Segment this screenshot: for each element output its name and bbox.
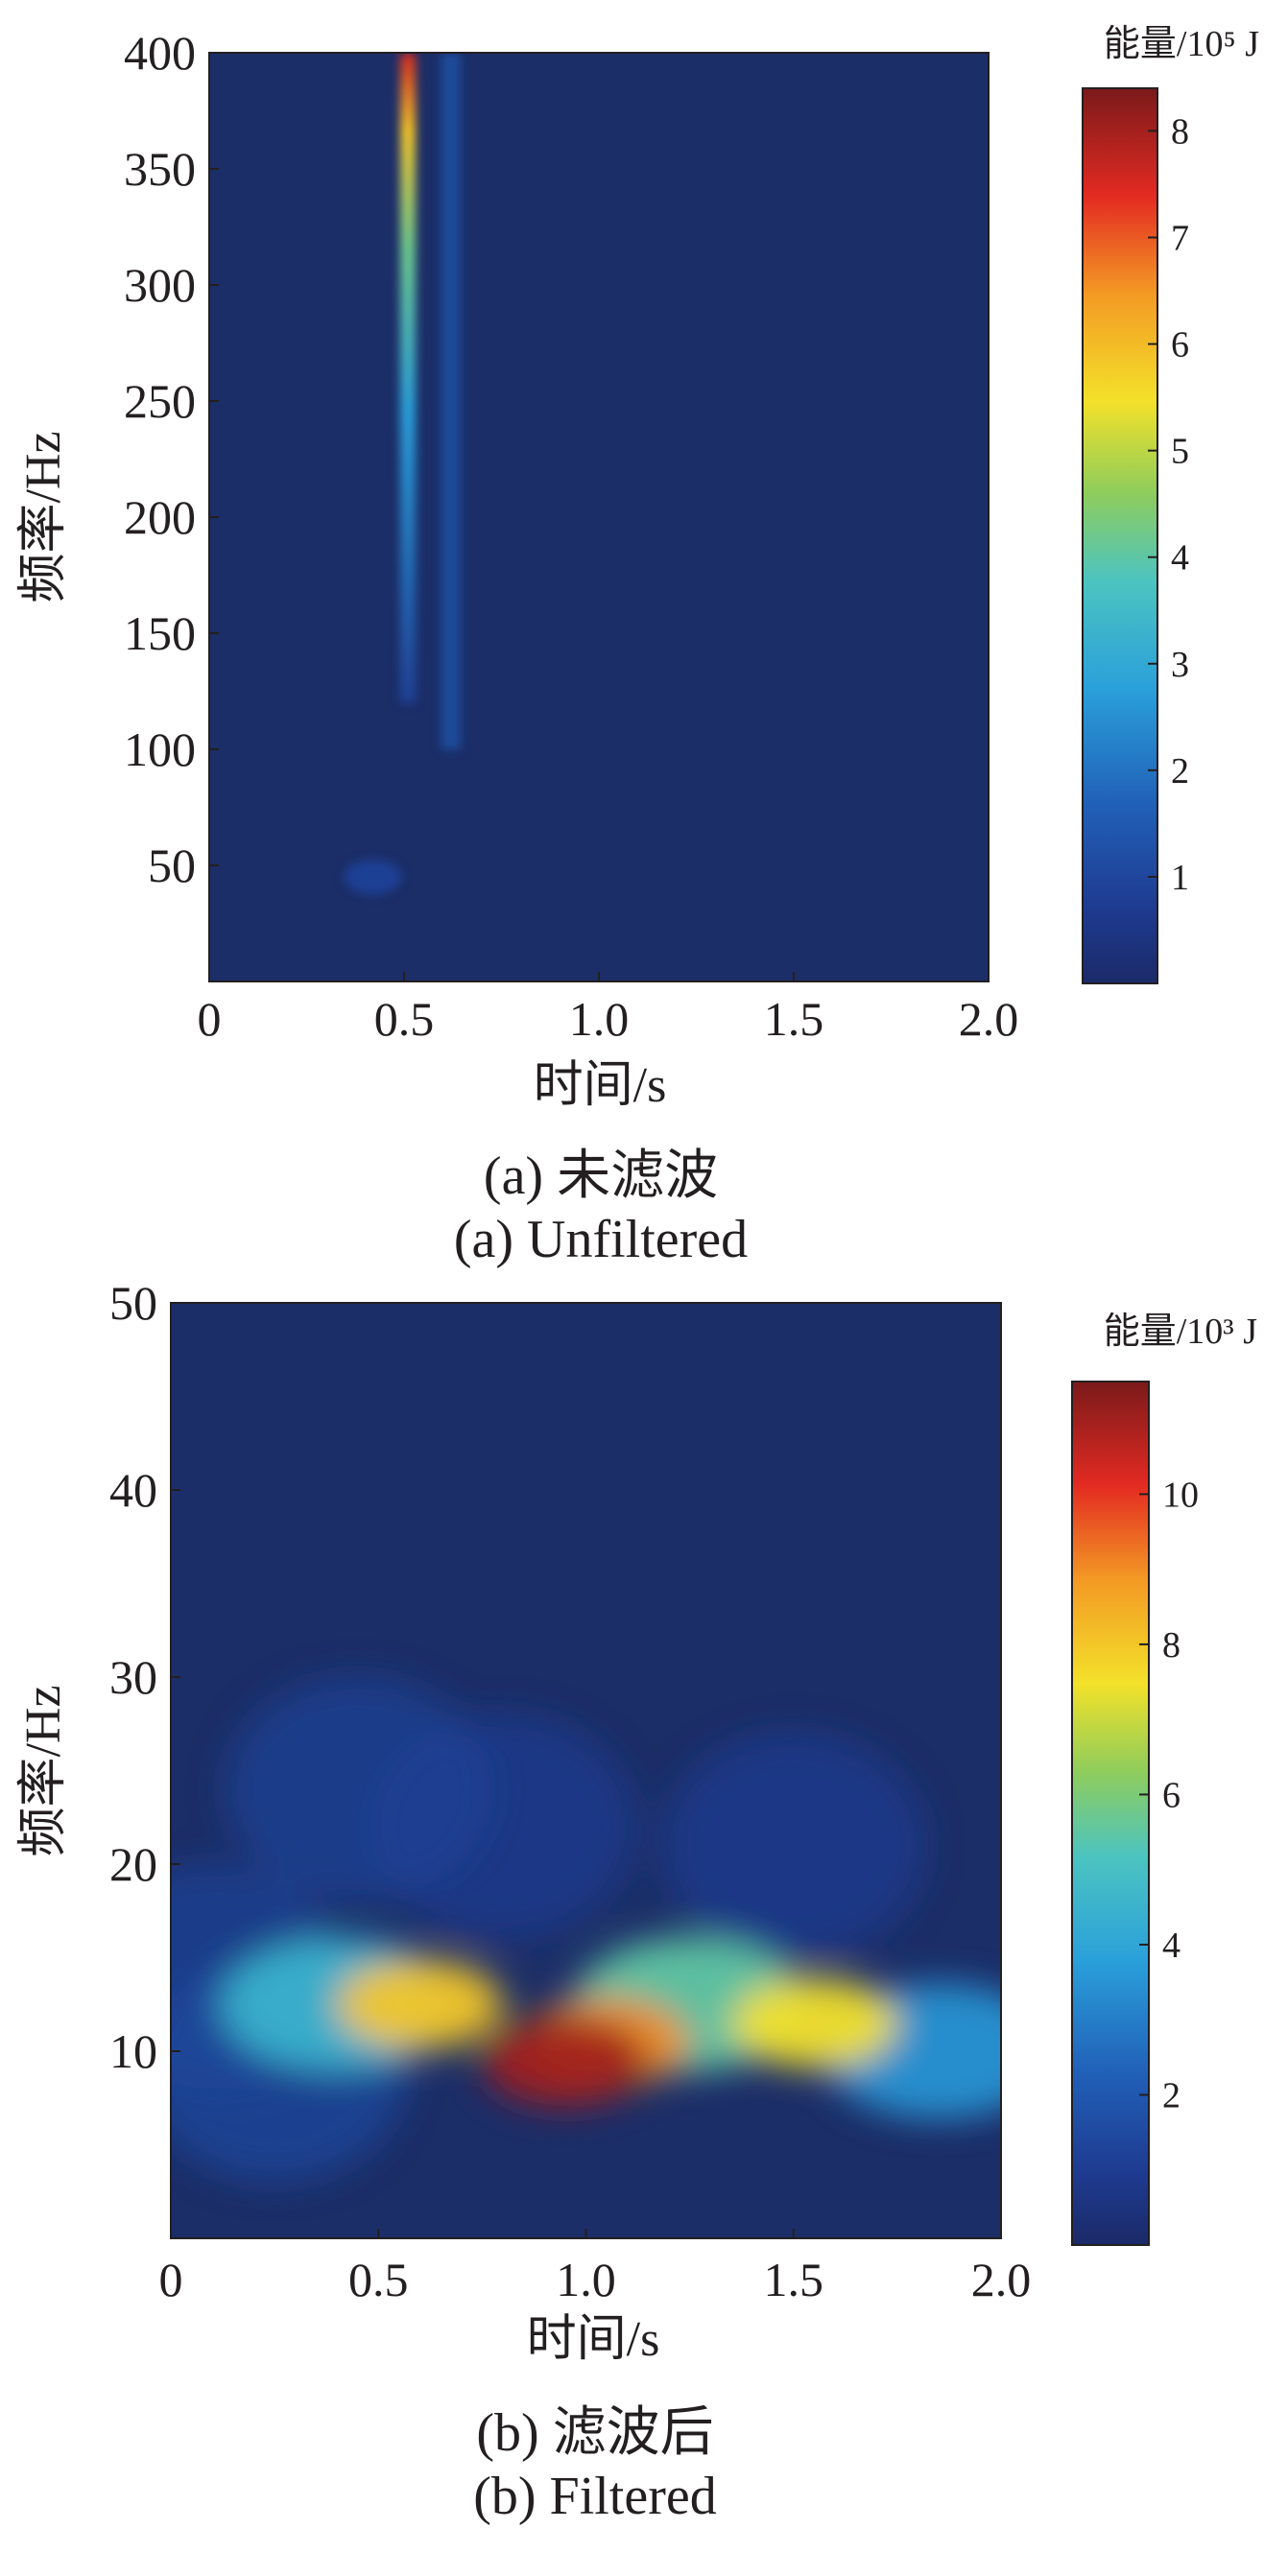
colorbar-tick-label: 3 [1171,645,1189,685]
x-tick-label: 0.5 [374,992,435,1046]
x-tick-label: 2.0 [971,2253,1032,2306]
energy-blob [225,1677,491,1902]
colorbar-tick-label: 5 [1171,432,1189,472]
energy-blob [344,860,402,895]
y-tick-label: 250 [124,374,196,428]
panel-filtered: 0 0.5 1.0 1.5 2.0 10 20 30 40 50 频率/Hz 时间/s 2 4 6 8… [0,1276,1264,2576]
energy-blob [660,1733,927,1958]
colorbar-tick-label: 2 [1171,751,1189,792]
x-tick-label: 0 [159,2253,183,2306]
colorbar-tick-label: 4 [1162,1926,1181,1966]
y-tick-label: 30 [109,1650,157,1704]
y-axis-label: 频率/Hz [16,431,71,603]
x-axis-label: 时间/s [534,1058,667,1113]
energy-blob [337,1959,503,2050]
energy-streak [441,53,461,749]
colorbar-tick-label: 8 [1171,111,1189,152]
y-tick-label: 50 [109,1276,157,1330]
energy-streak [400,53,417,703]
x-tick-label: 0 [198,992,222,1046]
y-tick-label: 10 [109,2024,157,2078]
energy-blob [730,1977,897,2068]
x-tick-label: 0.5 [348,2253,409,2306]
colorbar-tick-label: 6 [1171,325,1189,366]
x-tick-label: 1.0 [556,2253,616,2306]
colorbar-tick-label: 7 [1171,219,1189,259]
y-tick-label: 400 [124,26,196,80]
plot-area [209,53,989,981]
colorbar-tick-label: 1 [1171,858,1189,898]
panel-unfiltered: 0 0.5 1.0 1.5 2.0 50 100 150 200 250 300 350 400 频率… [0,0,1264,1269]
y-tick-label: 20 [109,1837,157,1891]
y-tick-label: 50 [148,839,196,892]
colorbar-tick-label: 10 [1162,1475,1199,1515]
y-tick-label: 100 [124,722,196,776]
caption-cn: (a) 未滤波 [483,1146,719,1206]
spectrogram-filtered: 0 0.5 1.0 1.5 2.0 10 20 30 40 50 频率/Hz 时间/s 2 4 6 8… [16,1276,1257,2367]
y-axis-label: 频率/Hz [16,1685,71,1856]
caption-cn: (b) 滤波后 [476,2403,714,2463]
caption-en: (a) Unfiltered [453,1210,749,1269]
x-tick-label: 1.0 [569,992,630,1046]
colorbar [1082,87,1158,984]
colorbar-tick-label: 2 [1162,2075,1181,2115]
colorbar-tick-label: 4 [1171,538,1189,579]
colorbar-tick-label: 6 [1162,1775,1181,1815]
colorbar [1071,1381,1150,2246]
y-tick-label: 150 [124,606,196,660]
x-tick-label: 1.5 [764,2253,824,2306]
x-tick-label: 2.0 [959,992,1019,1046]
y-tick-label: 350 [124,142,196,196]
y-tick-label: 200 [124,490,196,544]
caption-en: (b) Filtered [473,2467,717,2526]
y-tick-label: 40 [109,1463,157,1517]
colorbar-tick-label: 8 [1162,1625,1181,1666]
x-axis-label: 时间/s [527,2312,660,2367]
colorbar-label: 能量/10³ J [1104,1312,1257,1352]
x-tick-label: 1.5 [764,992,824,1046]
energy-blob [482,2015,649,2106]
spectrogram-unfiltered: 0 0.5 1.0 1.5 2.0 50 100 150 200 250 300 350 400 频率… [16,24,1259,1113]
y-tick-label: 300 [124,258,196,312]
colorbar-label: 能量/10⁵ J [1104,24,1259,64]
